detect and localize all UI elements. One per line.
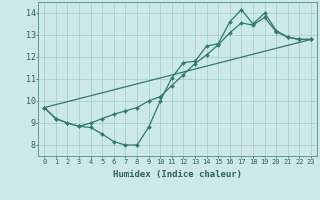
X-axis label: Humidex (Indice chaleur): Humidex (Indice chaleur)	[113, 170, 242, 179]
